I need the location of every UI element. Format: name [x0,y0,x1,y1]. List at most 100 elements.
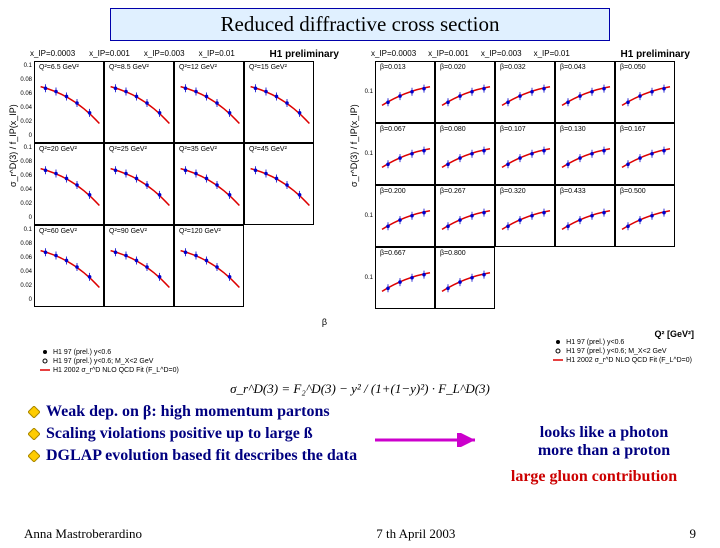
panel-svg [376,186,436,248]
legend-marker-icon [553,348,563,354]
panel-svg [496,186,556,248]
chart-panel: Q²=120 GeV² [174,225,244,307]
panel-svg [105,226,175,308]
xip-labels-left: x_IP=0.0003 x_IP=0.001 x_IP=0.003 x_IP=0… [30,49,235,58]
chart-panel: β=0.667 [375,247,435,309]
legend-row: H1 97 (prel.) y<0.6; M_X<2 GeV [40,357,179,366]
chart-panel: Q²=20 GeV² [34,143,104,225]
ytick: 0 [29,133,34,139]
bullet-icon [28,428,40,440]
right-plot: H1 preliminary x_IP=0.0003 x_IP=0.001 x_… [353,47,698,377]
panel-svg [496,62,556,124]
chart-panel: Q²=25 GeV² [104,143,174,225]
panel-svg [496,124,556,186]
panel-svg [616,62,676,124]
panel-svg [245,144,315,226]
legend-text: H1 97 (prel.) y<0.6 [53,348,111,357]
legend-row: H1 2002 σ_r^D NLO QCD Fit (F_L^D=0) [553,356,692,365]
panel-svg [556,186,616,248]
ytick: 0.08 [20,77,34,83]
legend-row: H1 97 (prel.) y<0.6 [553,338,692,347]
panel-svg [105,144,175,226]
ytick: 0.02 [20,119,34,125]
chart-panel: β=0.130 [555,123,615,185]
panel-svg [175,226,245,308]
chart-panel: β=0.800 [435,247,495,309]
panel-svg [616,124,676,186]
xaxis-left: β [322,317,327,327]
callout-photon: looks like a photon more than a proton [514,424,694,461]
chart-panel: β=0.107 [495,123,555,185]
chart-panel: Q²=6.5 GeV² [34,61,104,143]
legend-marker-icon [40,349,50,355]
panel-svg [35,62,105,144]
legend-row: H1 97 (prel.) y<0.6; M_X<2 GeV [553,347,692,356]
panel-svg [376,124,436,186]
formula: σ_r^D(3) = F₂^D(3) − y² / (1+(1−y)²) · F… [0,381,720,397]
xip-3: x_IP=0.01 [199,49,235,58]
chart-panel: Q²=35 GeV² [174,143,244,225]
left-panel-grid: Q²=6.5 GeV²Q²=8.5 GeV²Q²=12 GeV²Q²=15 Ge… [34,61,314,307]
ytick: 0.08 [20,159,34,165]
legend-marker-icon [553,339,563,345]
legend-text: H1 97 (prel.) y<0.6; M_X<2 GeV [566,347,666,356]
panel-svg [35,226,105,308]
panel-svg [175,62,245,144]
ytick: 0.1 [24,63,34,69]
ytick: 0.06 [20,173,34,179]
chart-panel: Q²=90 GeV² [104,225,174,307]
legend-row: H1 2002 σ_r^D NLO QCD Fit (F_L^D=0) [40,366,179,375]
prelim-label-right: H1 preliminary [621,49,690,60]
panel-svg [436,62,496,124]
chart-panel: Q²=15 GeV² [244,61,314,143]
chart-panel: β=0.267 [435,185,495,247]
ytick: 0 [29,215,34,221]
ytick: 0.04 [20,187,34,193]
plots-container: H1 preliminary x_IP=0.0003 x_IP=0.001 x_… [0,47,720,377]
ytick: 0.1 [24,227,34,233]
chart-panel: β=0.067 [375,123,435,185]
right-panel-grid: β=0.013β=0.020β=0.032β=0.043β=0.050β=0.0… [375,61,675,309]
bullet-icon [28,406,40,418]
chart-panel: Q²=8.5 GeV² [104,61,174,143]
bullet-2-text: Scaling violations positive up to large … [46,425,313,443]
prelim-label-left: H1 preliminary [270,49,339,60]
ytick: 0.08 [20,241,34,247]
chart-panel: β=0.433 [555,185,615,247]
ytick: 0.06 [20,91,34,97]
callout-l1: looks like a photon [514,424,694,442]
yaxis-left: σ_r^D(3) / f_IP(x_IP) [8,104,18,187]
ytick: 0.1 [365,275,375,281]
ytick: 0.02 [20,283,34,289]
legend-text: H1 2002 σ_r^D NLO QCD Fit (F_L^D=0) [566,356,692,365]
bullet-3-text: DGLAP evolution based fit describes the … [46,447,357,465]
xip-0: x_IP=0.0003 [30,49,75,58]
chart-panel: β=0.032 [495,61,555,123]
ytick: 0.1 [24,145,34,151]
chart-panel: Q²=60 GeV² [34,225,104,307]
legend-right: H1 97 (prel.) y<0.6H1 97 (prel.) y<0.6; … [553,338,692,365]
chart-panel: β=0.167 [615,123,675,185]
callout-gluon: large gluon contribution [494,468,694,486]
panel-svg [245,62,315,144]
ytick: 0.1 [365,213,375,219]
panel-svg [175,144,245,226]
chart-panel: β=0.020 [435,61,495,123]
legend-text: H1 97 (prel.) y<0.6 [566,338,624,347]
panel-svg [35,144,105,226]
bullet-1: Weak dep. on β: high momentum partons [28,403,720,421]
panel-svg [436,186,496,248]
ytick: 0 [29,297,34,303]
ytick: 0.04 [20,269,34,275]
chart-panel: β=0.200 [375,185,435,247]
bullet-icon [28,450,40,462]
chart-panel: β=0.043 [555,61,615,123]
ytick: 0.06 [20,255,34,261]
xip-r2: x_IP=0.003 [481,49,522,58]
callout-l2: more than a proton [514,442,694,460]
xip-r0: x_IP=0.0003 [371,49,416,58]
panel-svg [436,248,496,310]
left-plot: H1 preliminary x_IP=0.0003 x_IP=0.001 x_… [12,47,347,377]
legend-text: H1 97 (prel.) y<0.6; M_X<2 GeV [53,357,153,366]
chart-panel: β=0.320 [495,185,555,247]
